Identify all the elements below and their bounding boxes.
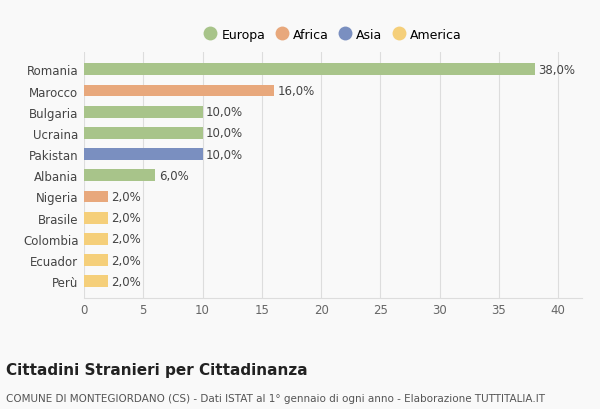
Text: 16,0%: 16,0%	[277, 85, 314, 98]
Text: 2,0%: 2,0%	[111, 191, 141, 204]
Bar	[84, 191, 108, 203]
Bar	[84, 255, 108, 266]
Text: 38,0%: 38,0%	[538, 64, 575, 76]
Bar	[84, 107, 203, 118]
Text: COMUNE DI MONTEGIORDANO (CS) - Dati ISTAT al 1° gennaio di ogni anno - Elaborazi: COMUNE DI MONTEGIORDANO (CS) - Dati ISTA…	[6, 393, 545, 402]
Text: 2,0%: 2,0%	[111, 233, 141, 246]
Bar	[84, 276, 108, 288]
Legend: Europa, Africa, Asia, America: Europa, Africa, Asia, America	[200, 25, 466, 45]
Text: 10,0%: 10,0%	[206, 127, 243, 140]
Text: 2,0%: 2,0%	[111, 212, 141, 225]
Bar	[84, 234, 108, 245]
Bar	[84, 85, 274, 97]
Text: 10,0%: 10,0%	[206, 106, 243, 119]
Text: 10,0%: 10,0%	[206, 148, 243, 161]
Bar	[84, 64, 535, 76]
Text: 2,0%: 2,0%	[111, 254, 141, 267]
Text: 6,0%: 6,0%	[158, 169, 188, 182]
Text: Cittadini Stranieri per Cittadinanza: Cittadini Stranieri per Cittadinanza	[6, 362, 308, 377]
Bar	[84, 212, 108, 224]
Bar	[84, 170, 155, 182]
Text: 2,0%: 2,0%	[111, 275, 141, 288]
Bar	[84, 128, 203, 139]
Bar	[84, 149, 203, 161]
